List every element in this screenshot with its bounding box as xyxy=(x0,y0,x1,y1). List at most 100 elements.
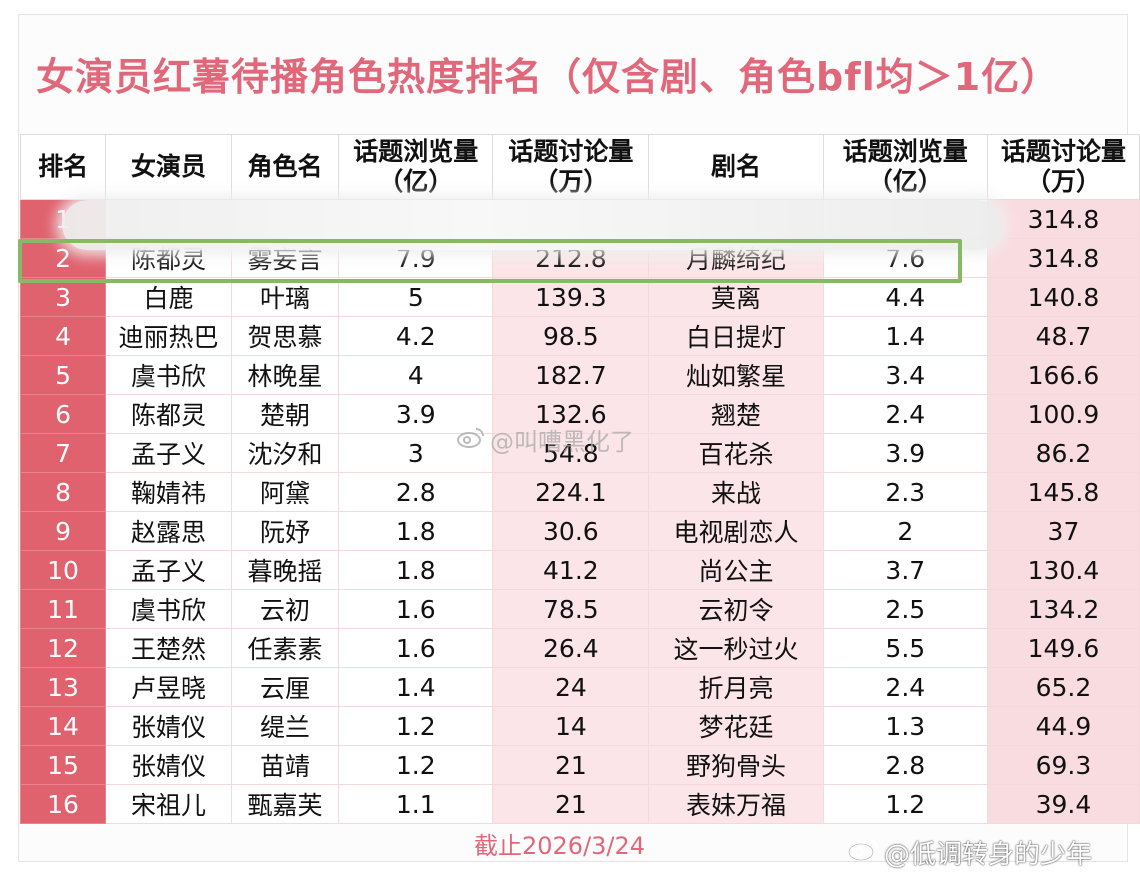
cell-role-discussion: 30.6 xyxy=(492,511,650,551)
cell-drama-discussion: 37 xyxy=(986,511,1140,551)
cell-role-views: 2.8 xyxy=(338,472,494,512)
cell-role-discussion: 21 xyxy=(492,745,650,785)
cell-role-discussion: 224.1 xyxy=(492,472,650,512)
cell-rank: 12 xyxy=(19,628,107,668)
cell-drama: 百花杀 xyxy=(648,433,824,473)
cell-role: 楚朝 xyxy=(230,394,340,434)
cell-role: 阿黛 xyxy=(230,472,340,512)
cell-drama-discussion: 100.9 xyxy=(986,394,1140,434)
cell-drama-discussion: 65.2 xyxy=(986,667,1140,707)
table-row: 5 虞书欣 林晚星 4 182.7 灿如繁星 3.4 166.6 xyxy=(19,355,1140,395)
cell-actress: 张婧仪 xyxy=(105,745,232,785)
cell-actress: 鞠婧祎 xyxy=(105,472,232,512)
cell-drama-views: 3.4 xyxy=(822,355,988,395)
cell-role-views: 1.8 xyxy=(338,511,494,551)
cell-role-views: 3.9 xyxy=(338,394,494,434)
cell-drama: 尚公主 xyxy=(648,550,824,590)
header-drama-discussion: 话题讨论量 （万） xyxy=(986,134,1140,200)
header-drama: 剧名 xyxy=(648,134,824,200)
cell-drama-views: 2.4 xyxy=(822,394,988,434)
table-row: 11 虞书欣 云初 1.6 78.5 云初令 2.5 134.2 xyxy=(19,589,1140,629)
cell-drama-discussion: 149.6 xyxy=(986,628,1140,668)
cell-role: 贺思慕 xyxy=(230,316,340,356)
cell-rank: 14 xyxy=(19,706,107,746)
cell-role-views: 4.2 xyxy=(338,316,494,356)
cell-role-views: 3 xyxy=(338,433,494,473)
cell-drama: 灿如繁星 xyxy=(648,355,824,395)
cell-role-discussion: 78.5 xyxy=(492,589,650,629)
corner-watermark-text: @低调转身的少年 xyxy=(884,840,1093,870)
table-row: 12 王楚然 任素素 1.6 26.4 这一秒过火 5.5 149.6 xyxy=(19,628,1140,668)
cell-role: 阮妤 xyxy=(230,511,340,551)
center-watermark: @叫嘈黑化了 xyxy=(456,422,634,457)
cell-actress: 迪丽热巴 xyxy=(105,316,232,356)
cell-role-views: 1.8 xyxy=(338,550,494,590)
header-role-discussion: 话题讨论量 （万） xyxy=(492,134,650,200)
cell-drama: 折月亮 xyxy=(648,667,824,707)
table-row: 8 鞠婧祎 阿黛 2.8 224.1 来战 2.3 145.8 xyxy=(19,472,1140,512)
weibo-icon xyxy=(846,836,880,869)
cell-role-views: 5 xyxy=(338,277,494,317)
cell-drama-views: 2 xyxy=(822,511,988,551)
cell-drama-views: 1.3 xyxy=(822,706,988,746)
cell-drama: 莫离 xyxy=(648,277,824,317)
cell-role: 云初 xyxy=(230,589,340,629)
table-row: 4 迪丽热巴 贺思慕 4.2 98.5 白日提灯 1.4 48.7 xyxy=(19,316,1140,356)
cell-rank: 7 xyxy=(19,433,107,473)
table-row: 16 宋祖儿 甄嘉芙 1.1 21 表妹万福 1.2 39.4 xyxy=(19,784,1140,824)
cell-drama: 表妹万福 xyxy=(648,784,824,824)
header-row: 排名 女演员 角色名 话题浏览量 （亿） 话题讨论量 （万） 剧名 话题浏览量 （亿）… xyxy=(19,134,1140,200)
header-role-views: 话题浏览量 （亿） xyxy=(338,134,494,200)
table-row: 6 陈都灵 楚朝 3.9 132.6 翘楚 2.4 100.9 xyxy=(19,394,1140,434)
header-drama-views: 话题浏览量 （亿） xyxy=(822,134,988,200)
center-watermark-text: @叫嘈黑化了 xyxy=(490,428,634,456)
cell-rank: 11 xyxy=(19,589,107,629)
cell-actress: 赵露思 xyxy=(105,511,232,551)
cell-role-discussion: 98.5 xyxy=(492,316,650,356)
header-rank: 排名 xyxy=(19,134,107,200)
cell-role: 沈汐和 xyxy=(230,433,340,473)
cell-drama-views: 3.7 xyxy=(822,550,988,590)
cell-actress: 宋祖儿 xyxy=(105,784,232,824)
cell-drama-views: 2.5 xyxy=(822,589,988,629)
cell-drama-discussion: 86.2 xyxy=(986,433,1140,473)
cutoff-date: 截止2026/3/24 xyxy=(474,832,646,860)
cell-drama-discussion: 44.9 xyxy=(986,706,1140,746)
cell-role-discussion: 14 xyxy=(492,706,650,746)
cell-role-views: 1.1 xyxy=(338,784,494,824)
cell-rank: 15 xyxy=(19,745,107,785)
cell-rank: 8 xyxy=(19,472,107,512)
table-row: 7 孟子义 沈汐和 3 54.8 百花杀 3.9 86.2 xyxy=(19,433,1140,473)
cell-role: 任素素 xyxy=(230,628,340,668)
cell-drama-views: 2.4 xyxy=(822,667,988,707)
cell-role: 叶璃 xyxy=(230,277,340,317)
cell-drama-views: 1.2 xyxy=(822,784,988,824)
cell-drama: 野狗骨头 xyxy=(648,745,824,785)
cell-actress: 孟子义 xyxy=(105,433,232,473)
cell-rank: 10 xyxy=(19,550,107,590)
table-header: 排名 女演员 角色名 话题浏览量 （亿） 话题讨论量 （万） 剧名 话题浏览量 （亿）… xyxy=(19,134,1140,200)
corner-watermark: @低调转身的少年 xyxy=(846,834,1092,871)
cell-role: 林晚星 xyxy=(230,355,340,395)
cell-role-discussion: 41.2 xyxy=(492,550,650,590)
cell-drama: 电视剧恋人 xyxy=(648,511,824,551)
cell-rank: 3 xyxy=(19,277,107,317)
cell-actress: 卢昱晓 xyxy=(105,667,232,707)
cell-drama-discussion: 69.3 xyxy=(986,745,1140,785)
cell-drama-discussion: 314.8 xyxy=(986,238,1140,278)
cell-role-discussion: 26.4 xyxy=(492,628,650,668)
page-title: 女演员红薯待播角色热度排名（仅含剧、角色bfl均＞1亿） xyxy=(36,55,1060,99)
table-row: 9 赵露思 阮妤 1.8 30.6 电视剧恋人 2 37 xyxy=(19,511,1140,551)
cell-role-discussion: 24 xyxy=(492,667,650,707)
cell-drama: 翘楚 xyxy=(648,394,824,434)
cell-rank: 16 xyxy=(19,784,107,824)
cell-drama: 梦花廷 xyxy=(648,706,824,746)
cell-role: 苗靖 xyxy=(230,745,340,785)
cell-rank: 5 xyxy=(19,355,107,395)
cell-actress: 王楚然 xyxy=(105,628,232,668)
cell-drama-discussion: 140.8 xyxy=(986,277,1140,317)
cell-rank: 4 xyxy=(19,316,107,356)
cell-actress: 虞书欣 xyxy=(105,355,232,395)
cell-role-discussion: 182.7 xyxy=(492,355,650,395)
